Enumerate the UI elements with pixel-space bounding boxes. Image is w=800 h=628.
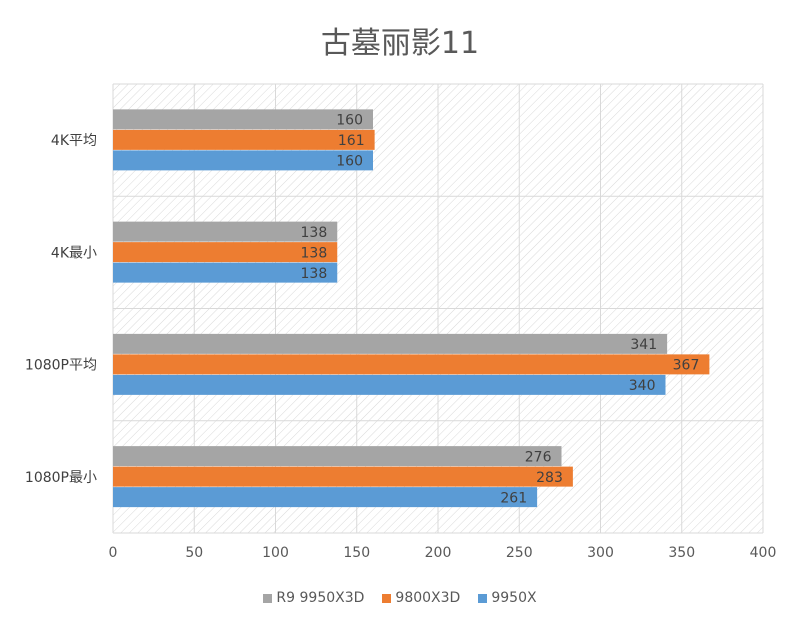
data-label: 138 bbox=[301, 266, 328, 282]
legend-label: R9 9950X3D bbox=[276, 590, 365, 606]
bar-9950x bbox=[113, 374, 666, 395]
data-label: 341 bbox=[630, 337, 657, 353]
x-tick-label: 200 bbox=[425, 545, 452, 561]
x-tick-label: 100 bbox=[262, 545, 289, 561]
legend-swatch bbox=[478, 593, 488, 603]
legend-item: 9950X bbox=[478, 590, 537, 606]
category-label: 4K平均 bbox=[51, 133, 97, 149]
bar-r9-9950x3d bbox=[113, 333, 668, 354]
legend-item: 9800X3D bbox=[382, 590, 460, 606]
data-label: 276 bbox=[525, 449, 552, 465]
x-tick-label: 0 bbox=[109, 545, 118, 561]
bar-r9-9950x3d bbox=[113, 109, 373, 130]
data-label: 283 bbox=[536, 470, 563, 486]
bar-9950x bbox=[113, 150, 373, 171]
data-label: 261 bbox=[500, 490, 527, 506]
x-tick-label: 300 bbox=[587, 545, 614, 561]
bar-9950x bbox=[113, 487, 538, 508]
legend-swatch bbox=[263, 593, 273, 603]
category-label: 1080P最小 bbox=[25, 470, 97, 486]
x-tick-label: 50 bbox=[185, 545, 203, 561]
legend-label: 9950X bbox=[491, 590, 537, 606]
bar-9800x3d bbox=[113, 242, 338, 263]
legend-item: R9 9950X3D bbox=[263, 590, 364, 606]
data-label: 161 bbox=[338, 133, 365, 149]
legend-label: 9800X3D bbox=[395, 590, 461, 606]
bar-9800x3d bbox=[113, 354, 710, 375]
category-label: 4K最小 bbox=[51, 245, 97, 261]
legend: R9 9950X3D 9800X3D 9950X bbox=[0, 590, 800, 606]
category-label: 1080P平均 bbox=[25, 358, 97, 374]
x-tick-label: 350 bbox=[668, 545, 695, 561]
data-label: 138 bbox=[301, 245, 328, 261]
bar-9800x3d bbox=[113, 129, 375, 150]
data-label: 138 bbox=[301, 225, 328, 241]
data-label: 340 bbox=[629, 378, 656, 394]
bar-9800x3d bbox=[113, 466, 573, 487]
data-label: 160 bbox=[336, 113, 363, 129]
bar-9950x bbox=[113, 262, 338, 283]
x-tick-label: 400 bbox=[750, 545, 777, 561]
bar-r9-9950x3d bbox=[113, 221, 338, 242]
data-label: 160 bbox=[336, 154, 363, 170]
legend-swatch bbox=[382, 593, 392, 603]
chart-title: 古墓丽影11 bbox=[320, 26, 480, 61]
x-tick-label: 250 bbox=[506, 545, 533, 561]
x-tick-label: 150 bbox=[343, 545, 370, 561]
bar-r9-9950x3d bbox=[113, 446, 562, 467]
data-label: 367 bbox=[673, 358, 700, 374]
